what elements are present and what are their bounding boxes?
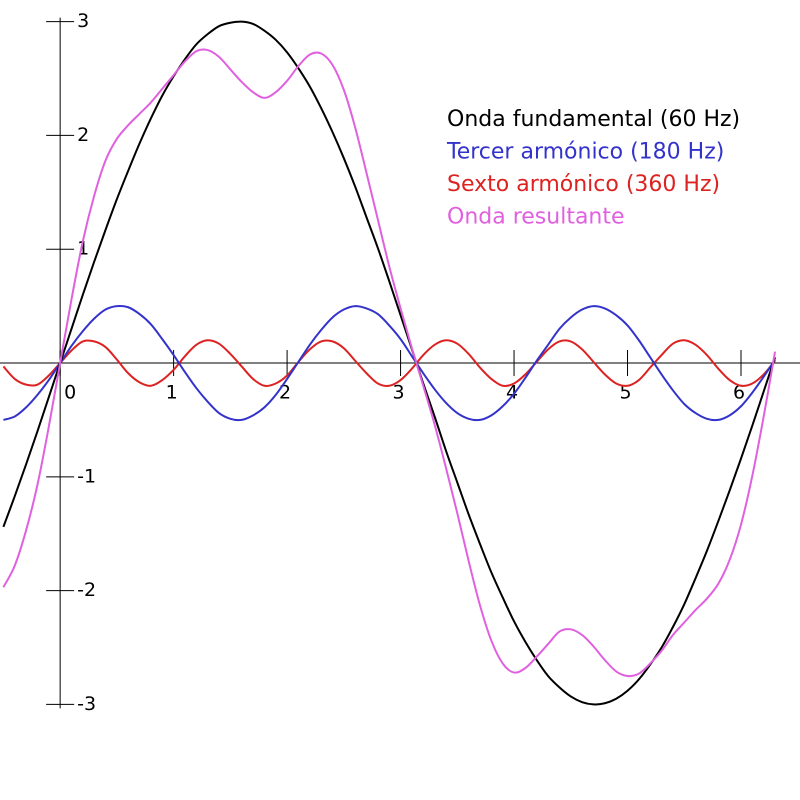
series-line (3, 304, 776, 422)
series-line (2, 20, 776, 706)
series-line (2, 339, 776, 388)
x-tick-label: 3 (393, 382, 405, 404)
x-tick-label: 0 (64, 382, 76, 404)
x-tick-label: 2 (279, 382, 291, 404)
x-tick-label: 4 (506, 382, 518, 404)
y-tick-label: 3 (77, 10, 89, 32)
y-tick-label: -1 (77, 465, 96, 487)
x-tick-label: 1 (166, 382, 178, 404)
legend-entry: Onda fundamental (60 Hz) (447, 107, 740, 132)
legend-entry: Onda resultante (447, 205, 625, 230)
legend-entry: Tercer armónico (180 Hz) (446, 140, 724, 165)
y-tick-label: -2 (77, 579, 96, 601)
y-tick-label: 2 (77, 124, 89, 146)
series-line (2, 48, 777, 678)
x-tick-label: 6 (733, 382, 745, 404)
y-tick-label: -3 (77, 693, 96, 715)
legend-entry: Sexto armónico (360 Hz) (447, 172, 720, 197)
x-tick-label: 5 (619, 382, 631, 404)
